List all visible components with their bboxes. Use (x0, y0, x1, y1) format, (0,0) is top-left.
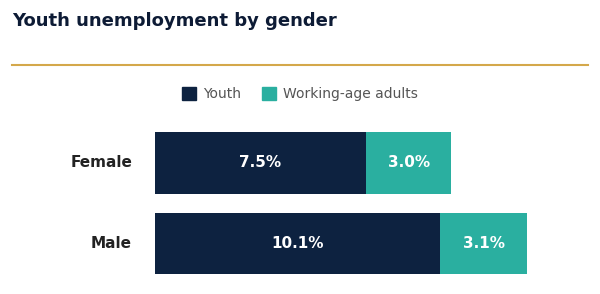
Legend: Youth, Working-age adults: Youth, Working-age adults (177, 81, 423, 107)
Text: 10.1%: 10.1% (271, 236, 323, 251)
Bar (155, 213, 440, 275)
Text: Female: Female (70, 155, 132, 171)
Bar (440, 213, 527, 275)
Bar (367, 132, 451, 193)
Text: 3.1%: 3.1% (463, 236, 505, 251)
Bar (155, 132, 367, 193)
Text: 3.0%: 3.0% (388, 155, 430, 171)
Text: 7.5%: 7.5% (239, 155, 281, 171)
Text: Male: Male (91, 236, 132, 251)
Text: Youth unemployment by gender: Youth unemployment by gender (12, 12, 337, 30)
